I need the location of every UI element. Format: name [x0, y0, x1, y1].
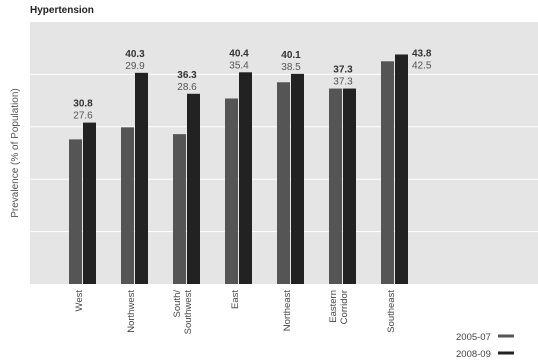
category-label-southeast: Southeast	[386, 290, 397, 333]
category-label-west: West	[74, 290, 85, 312]
bar-2008-09	[395, 54, 408, 284]
category-label-eastern-corridor: EasternCorridor	[328, 290, 350, 324]
data-label-2008-09: 40.1	[281, 50, 301, 61]
bar-2008-09	[291, 73, 304, 284]
data-label-2008-09: 36.3	[177, 70, 197, 81]
bar-2008-09	[239, 72, 252, 284]
data-label-2005-07: 29.9	[125, 61, 145, 72]
category-label-northeast: Northeast	[282, 290, 293, 332]
bar-2005-07	[225, 98, 238, 284]
data-label-2005-07: 28.6	[177, 82, 197, 93]
bar-2008-09	[83, 122, 96, 284]
bar-2005-07	[69, 139, 82, 284]
data-label-2005-07: 38.5	[281, 62, 301, 73]
bar-2005-07	[329, 88, 342, 284]
y-axis-label: Prevalence (% of Population)	[10, 88, 21, 218]
bar-2005-07	[173, 134, 186, 284]
data-label-2008-09: 43.8	[412, 48, 432, 59]
bar-2008-09	[343, 88, 356, 284]
category-label-northwest: Northwest	[126, 290, 137, 333]
bar-2008-09	[187, 93, 200, 285]
bar-2008-09	[135, 72, 148, 284]
bar-2005-07	[381, 61, 394, 284]
data-label-2008-09: 30.8	[73, 99, 93, 110]
bar-2005-07	[277, 82, 290, 284]
data-label-2008-09: 40.4	[229, 48, 249, 59]
chart-title: Hypertension	[30, 5, 94, 16]
data-label-2008-09: 37.3	[333, 65, 353, 76]
legend-label-2008-09: 2008-09	[456, 349, 491, 360]
data-label-2005-07: 27.6	[73, 111, 93, 122]
data-label-2008-09: 40.3	[125, 49, 145, 60]
category-label-east: East	[230, 290, 241, 309]
data-label-2005-07: 35.4	[229, 60, 249, 71]
bar-2005-07	[121, 127, 134, 284]
legend-label-2005-07: 2005-07	[456, 332, 491, 343]
data-label-2005-07: 42.5	[412, 60, 432, 71]
category-label-south-southwest: South/Southwest	[172, 290, 194, 335]
data-label-2005-07: 37.3	[333, 77, 353, 88]
